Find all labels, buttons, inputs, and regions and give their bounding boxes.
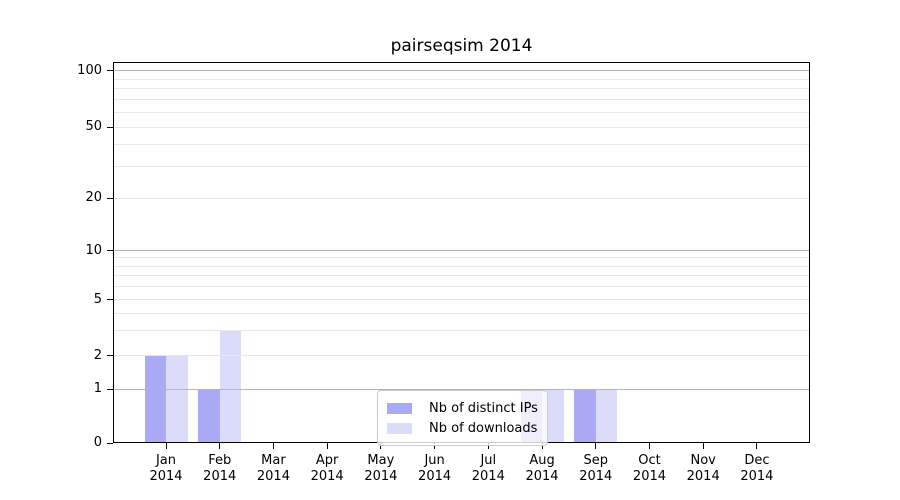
x-tick-oct: [648, 443, 650, 449]
bar-downloads-jan: [166, 355, 188, 443]
x-tick-label-may: May 2014: [364, 453, 398, 484]
y-tick-5: [107, 299, 113, 300]
downloads-swatch-icon: [387, 422, 412, 434]
x-tick-aug: [541, 443, 543, 449]
y-tick-label-1: 1: [93, 381, 102, 396]
y-tick-label-2: 2: [93, 347, 102, 363]
legend-row-downloads: Nb of downloads: [387, 419, 538, 437]
x-tick-dec: [756, 443, 758, 449]
minor-gridline-9: [113, 257, 810, 259]
y-tick-20: [107, 197, 113, 199]
x-tick-jun: [434, 443, 436, 449]
x-tick-label-mar: Mar 2014: [256, 453, 290, 484]
y-tick-label-5: 5: [93, 291, 102, 307]
y-tick-1: [107, 388, 113, 390]
bar-distinct-ips-feb: [198, 389, 220, 443]
minor-gridline-3: [113, 330, 810, 332]
x-tick-label-jun: Jun 2014: [418, 453, 452, 484]
bar-distinct-ips-sep: [574, 389, 596, 443]
major-gridline-100: [113, 70, 810, 71]
minor-gridline-60: [113, 111, 810, 113]
legend-label-downloads: Nb of downloads: [429, 420, 538, 436]
distinct-ips-swatch-icon: [387, 402, 412, 414]
x-tick-label-dec: Dec 2014: [740, 453, 774, 484]
minor-gridline-7: [113, 275, 810, 277]
y-tick-label-100: 100: [77, 62, 102, 78]
x-tick-label-aug: Aug 2014: [525, 453, 559, 484]
x-tick-label-oct: Oct 2014: [632, 453, 667, 484]
chart-title: pairseqsim 2014: [390, 36, 533, 56]
legend-label-distinct-ips: Nb of distinct IPs: [429, 400, 538, 416]
major-gridline-2: [113, 355, 810, 356]
bar-downloads-feb: [219, 330, 242, 443]
x-tick-nov: [702, 443, 704, 449]
minor-gridline-90: [113, 78, 810, 80]
minor-gridline-6: [113, 286, 810, 288]
x-tick-label-jan: Jan 2014: [149, 453, 183, 484]
major-gridline-1: [113, 388, 810, 390]
x-tick-jul: [487, 443, 489, 449]
major-gridline-50: [113, 126, 810, 128]
y-tick-label-0: 0: [93, 435, 102, 450]
grid-layer: [113, 62, 810, 443]
major-gridline-10: [113, 250, 810, 251]
y-tick-0: [107, 442, 113, 444]
minor-gridline-40: [113, 143, 810, 145]
y-tick-100: [107, 70, 113, 71]
major-gridline-5: [113, 299, 810, 300]
y-tick-label-10: 10: [85, 242, 102, 258]
y-tick-label-50: 50: [85, 119, 102, 134]
y-tick-50: [107, 126, 113, 128]
x-tick-mar: [272, 443, 274, 449]
x-tick-sep: [595, 443, 597, 449]
minor-gridline-8: [113, 265, 810, 267]
legend-row-distinct-ips: Nb of distinct IPs: [387, 399, 538, 417]
bar-downloads-sep: [595, 389, 618, 443]
x-tick-label-apr: Apr 2014: [310, 453, 344, 484]
minor-gridline-30: [113, 166, 810, 168]
x-tick-feb: [219, 443, 221, 449]
minor-gridline-80: [113, 88, 810, 90]
plot-area: [113, 62, 810, 443]
legend: Nb of distinct IPs Nb of downloads: [377, 390, 548, 446]
major-gridline-20: [113, 197, 810, 199]
minor-gridline-4: [113, 312, 810, 314]
x-tick-jan: [165, 443, 167, 449]
bar-distinct-ips-jan: [144, 355, 166, 443]
x-tick-apr: [326, 443, 328, 449]
x-tick-label-jul: Jul 2014: [471, 453, 505, 484]
x-tick-label-feb: Feb 2014: [203, 453, 237, 484]
x-tick-may: [380, 443, 382, 449]
y-tick-label-20: 20: [85, 190, 102, 205]
minor-gridline-70: [113, 99, 810, 101]
y-tick-2: [107, 355, 113, 356]
x-tick-label-nov: Nov 2014: [686, 453, 720, 484]
x-tick-label-sep: Sep 2014: [579, 453, 613, 484]
y-tick-10: [107, 250, 113, 251]
